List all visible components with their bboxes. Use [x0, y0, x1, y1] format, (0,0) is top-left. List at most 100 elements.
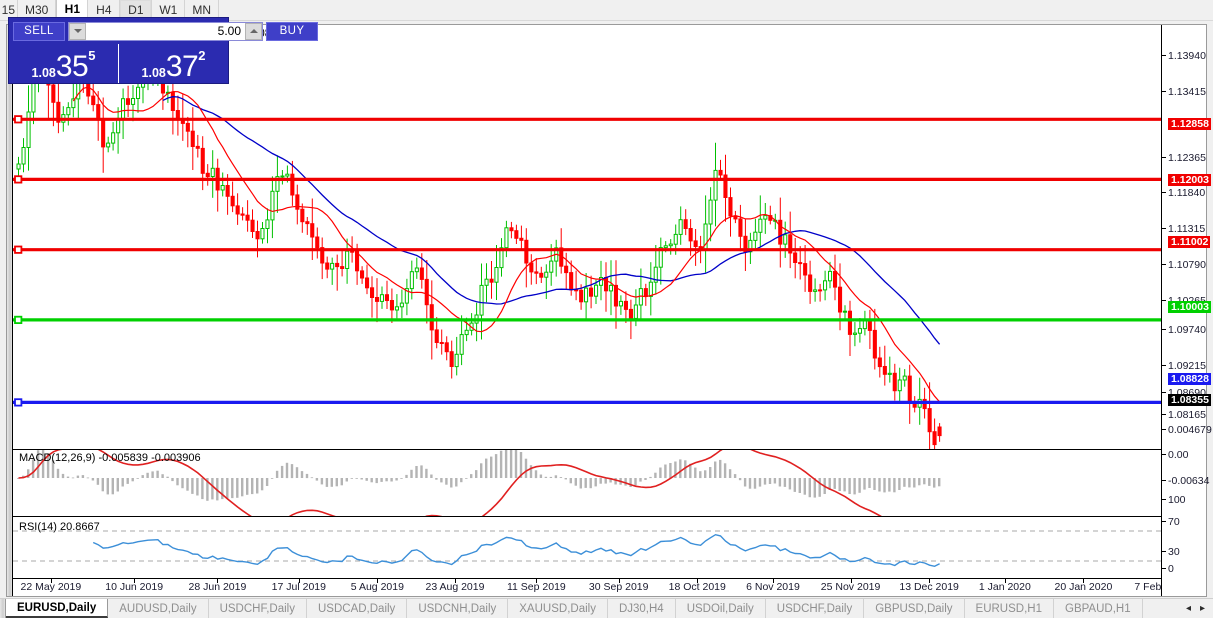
price-axis-label: -0.00634 — [1162, 474, 1209, 487]
timeframe-button-d1[interactable]: D1 — [120, 0, 153, 20]
axis-tick-mark — [1162, 264, 1166, 265]
buy-button[interactable]: BUY — [266, 21, 318, 41]
axis-tick-mark — [1162, 365, 1166, 366]
price-axis-label: 30 — [1162, 545, 1206, 558]
axis-tick-mark — [1162, 91, 1166, 92]
toolbar-empty-space — [219, 0, 1213, 20]
price-axis-label: 1.13415 — [1162, 85, 1206, 98]
axis-tick-value: 0.004679 — [1168, 423, 1212, 436]
scroll-left-icon[interactable]: ◂ — [1185, 603, 1191, 614]
axis-tick-mark — [1162, 241, 1166, 242]
chart-tab-xauusd-daily[interactable]: XAUUSD,Daily — [508, 599, 608, 618]
chart-tab-list: EURUSD,Daily AUDUSD,Daily USDCHF,Daily USDC… — [6, 599, 1143, 618]
chart-panes[interactable]: EURUSD,Daily 1.08478 1.08534 1.08267 1.0… — [13, 25, 1188, 596]
volume-input[interactable] — [86, 22, 245, 40]
chart-tab-bar: EURUSD,Daily AUDUSD,Daily USDCHF,Daily USDC… — [0, 598, 1213, 618]
axis-tick-value: 1.09215 — [1168, 359, 1206, 372]
axis-tick-value: 1.12003 — [1168, 173, 1211, 186]
sell-price-prefix: 1.08 — [31, 65, 56, 80]
price-axis-label-highlighted: 1.08828 — [1162, 372, 1211, 385]
timeframe-button-w1[interactable]: W1 — [152, 0, 186, 20]
price-axis-label: 1.11315 — [1162, 222, 1206, 235]
chart-tab-usdchf-daily[interactable]: USDCHF,Daily — [766, 599, 865, 618]
time-axis-tick — [377, 579, 379, 583]
axis-tick-value: 1.11840 — [1168, 186, 1206, 199]
timeframe-button-mn[interactable]: MN — [185, 0, 220, 20]
timeframe-button-h4[interactable]: H4 — [88, 0, 121, 20]
timeframe-button-m30[interactable]: M30 — [18, 0, 57, 20]
chart-tab-audusd-daily[interactable]: AUDUSD,Daily — [108, 599, 209, 618]
axis-tick-value: 1.08165 — [1168, 408, 1206, 421]
price-level-lines[interactable] — [13, 115, 1161, 407]
time-axis-label: 5 Aug 2019 — [350, 581, 404, 593]
price-axis-label-highlighted: 1.12003 — [1162, 173, 1211, 186]
time-axis-tick — [697, 579, 699, 583]
time-axis-tick — [454, 579, 456, 583]
timeframe-label: W1 — [159, 3, 178, 17]
timeframe-button-m15[interactable]: 15 — [0, 0, 18, 20]
chart-tab-dj30-h4[interactable]: DJ30,H4 — [608, 599, 676, 618]
price-axis[interactable]: 1.13940 1.13415 1.12858 1.12365 1.12003 1.118… — [1161, 25, 1212, 596]
axis-tick-value: 1.09740 — [1168, 323, 1206, 336]
time-axis-tick — [1083, 579, 1085, 583]
chart-tab-gbpusd-daily[interactable]: GBPUSD,Daily — [864, 599, 965, 618]
pane-divider-macd — [13, 449, 1161, 450]
time-axis-label: 11 Sep 2019 — [506, 581, 566, 593]
price-axis-label-highlighted: 1.12858 — [1162, 117, 1211, 130]
axis-tick-value: 1.11002 — [1168, 235, 1211, 248]
macd-indicator-label: MACD(12,26,9) -0.005839 -0.003906 — [19, 452, 201, 464]
chart-tab-usdcnh-daily[interactable]: USDCNH,Daily — [407, 599, 509, 618]
price-chart-canvas[interactable] — [13, 25, 1161, 449]
scroll-right-icon[interactable]: ▸ — [1199, 603, 1205, 614]
axis-tick-mark — [1162, 300, 1166, 301]
axis-tick-mark — [1162, 179, 1166, 180]
macd-chart-canvas[interactable] — [13, 450, 1161, 516]
time-axis-label: 6 Nov 2019 — [746, 581, 800, 593]
sell-price-display[interactable]: 1.08 35 5 — [9, 44, 119, 83]
axis-tick-mark — [1162, 228, 1166, 229]
time-axis-label: 10 Jun 2019 — [105, 581, 164, 593]
chart-tab-gbpaud-h1[interactable]: GBPAUD,H1 — [1054, 599, 1143, 618]
sell-button[interactable]: SELL — [13, 21, 65, 41]
price-axis-label: 0.004679 — [1162, 423, 1212, 436]
price-axis-label: 1.13940 — [1162, 49, 1206, 62]
rsi-chart-canvas[interactable] — [13, 517, 1161, 579]
volume-decrement-button[interactable] — [69, 22, 86, 40]
axis-tick-value: 0 — [1168, 562, 1174, 575]
price-axis-label: 1.12365 — [1162, 151, 1206, 164]
time-axis-label: 28 Jun 2019 — [188, 581, 247, 593]
tab-scroll-controls: ◂ ▸ — [1178, 599, 1213, 618]
volume-increment-button[interactable] — [245, 22, 262, 40]
macd-signal-line — [18, 450, 882, 516]
axis-tick-value: 1.13940 — [1168, 49, 1206, 62]
price-axis-label: 100 — [1162, 493, 1206, 506]
timeframe-label: H1 — [64, 2, 81, 16]
axis-tick-mark — [1162, 192, 1166, 193]
chart-tab-usdchf-daily[interactable]: USDCHF,Daily — [209, 599, 307, 618]
time-axis-label: 18 Oct 2019 — [668, 581, 726, 593]
time-axis-label: 23 Aug 2019 — [425, 581, 485, 593]
timeframe-label: 15 — [1, 3, 15, 17]
axis-tick-mark — [1162, 123, 1166, 124]
chart-tab-eurusd-h1[interactable]: EURUSD,H1 — [965, 599, 1054, 618]
price-axis-label: 0.00 — [1162, 448, 1206, 461]
time-axis-label: 30 Sep 2019 — [588, 581, 649, 593]
time-axis-tick — [850, 579, 852, 583]
tab-bar-edge — [0, 599, 6, 618]
buy-price-main: 37 — [165, 50, 199, 84]
rsi-line — [92, 533, 940, 568]
chart-tab-usdoil-daily[interactable]: USDOil,Daily — [676, 599, 766, 618]
time-axis-tick — [536, 579, 538, 583]
price-axis-label-highlighted: 1.11002 — [1162, 235, 1211, 248]
chart-tab-usdcad-daily[interactable]: USDCAD,Daily — [307, 599, 408, 618]
candlestick-series — [16, 25, 942, 449]
time-axis-label: 20 Jan 2020 — [1054, 581, 1113, 593]
one-click-trading-panel[interactable]: SELL BUY 1.08 35 5 1.08 37 2 — [8, 17, 318, 84]
volume-stepper[interactable] — [68, 21, 263, 41]
buy-price-display[interactable]: 1.08 37 2 — [119, 44, 228, 83]
one-click-trading-prices: 1.08 35 5 1.08 37 2 — [9, 44, 228, 83]
timeframe-button-h1[interactable]: H1 — [56, 0, 89, 20]
chart-tab-eurusd-daily[interactable]: EURUSD,Daily — [6, 599, 109, 618]
axis-tick-value: 1.11315 — [1168, 222, 1206, 235]
macd-histogram — [17, 450, 941, 501]
